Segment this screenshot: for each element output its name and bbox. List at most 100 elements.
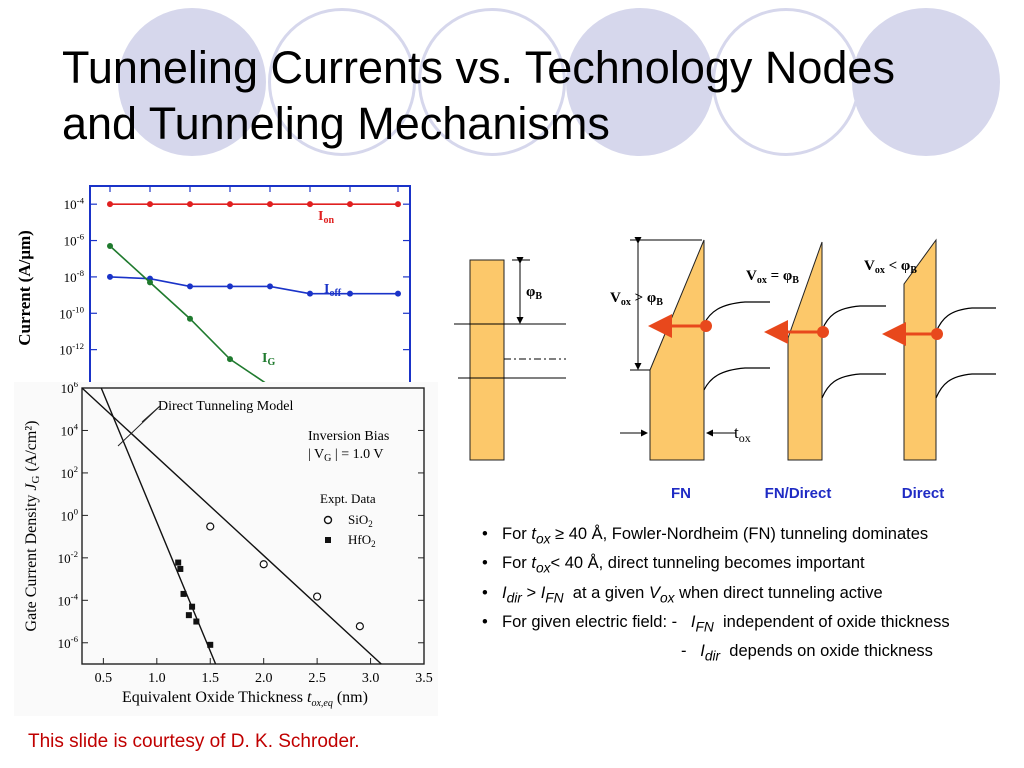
decor-ring-2 (418, 8, 566, 156)
top-chart-ylabel: Current (A/μm) (15, 230, 34, 346)
top-y-tick-label: 10-4 (64, 195, 85, 212)
phi-b-label: φB (526, 284, 542, 302)
band-diagram-direct: Vox < φB (864, 238, 996, 461)
decor-circle-2 (566, 8, 714, 156)
data-point-hfo2 (207, 641, 214, 648)
title-line-1: Tunneling Currents vs. Technology Nodes (62, 42, 895, 93)
bottom-x-tick-label: 2.0 (255, 671, 273, 686)
electron-direct (931, 328, 943, 340)
data-point-ion (147, 201, 153, 208)
data-point-sio2 (355, 622, 364, 631)
band-curve-fn-lower (703, 367, 770, 391)
oxide-block-reference (469, 259, 505, 461)
band-curve-direct-lower (935, 373, 996, 399)
band-curve-fn-upper (703, 301, 770, 325)
bullet-given-field: For given electric field: - IFN independ… (478, 610, 1018, 639)
data-point-ig (187, 315, 193, 322)
bias-annotation-2: | VG | = 1.0 V (308, 447, 383, 464)
top-chart-ticks: 10-4 10-6 10-8 10-10 10-12 (59, 186, 410, 358)
bottom-x-tick-label: 1.0 (148, 671, 166, 686)
data-point-ioff (107, 273, 113, 280)
data-point-sio2 (206, 522, 215, 531)
gate-current-density-chart: 106 104 102 100 10-2 10-4 10-6 0.5 1.0 1.5 2.0 2.5 3… (14, 382, 438, 716)
vox-label-lt: Vox < φB (864, 258, 917, 276)
bottom-y-tick-label: 10-2 (58, 549, 78, 566)
electron-fn-direct (817, 326, 829, 338)
mechanism-label-direct: Direct (902, 485, 945, 502)
data-point-ig (227, 356, 233, 363)
data-point-sio2 (313, 592, 322, 601)
vox-label-eq: Vox = φB (746, 268, 799, 286)
data-point-ion (227, 201, 233, 208)
model-annotation: Direct Tunneling Model (158, 399, 293, 414)
data-point-ion (187, 201, 193, 208)
bullet-idir-gt-ifn: Idir > IFN at a given Vox when direct tu… (478, 581, 1018, 610)
mechanism-label-fn: FN (671, 485, 691, 502)
band-diagram-reference: φB (454, 257, 566, 461)
bullet-list: For tox ≥ 40 Å, Fowler-Nordheim (FN) tun… (478, 522, 1018, 668)
legend-hfo2-label: HfO2 (348, 532, 376, 549)
top-chart-series (107, 201, 401, 389)
bullet-direct-important: For tox< 40 Å, direct tunneling becomes … (478, 551, 1018, 580)
model-line-1 (81, 387, 382, 665)
bottom-y-tick-label: 10-4 (58, 591, 79, 608)
bullet-given-field-cont: - Idir depends on oxide thickness (681, 642, 933, 664)
tox-label: tox (734, 423, 751, 445)
top-y-tick-label: 10-10 (59, 304, 84, 321)
bullet-fn-dominates: For tox ≥ 40 Å, Fowler-Nordheim (FN) tun… (478, 522, 1018, 551)
data-point-ig (107, 243, 113, 250)
data-point-ion (107, 201, 113, 208)
data-point-hfo2 (189, 603, 196, 610)
title-line-2: and Tunneling Mechanisms (62, 98, 610, 149)
legend-sio2-label: SiO2 (348, 512, 373, 529)
decor-circle-3 (852, 8, 1000, 156)
bottom-chart-frame (81, 387, 425, 665)
electron-fn (700, 320, 712, 332)
band-diagram-fn: Vox > φB tox (610, 237, 770, 461)
data-point-ion (307, 201, 313, 208)
credit-line: This slide is courtesy of D. K. Schroder… (28, 731, 360, 752)
top-y-tick-label: 10-12 (59, 341, 84, 358)
series-line-ioff (109, 276, 398, 295)
data-point-hfo2 (175, 559, 182, 566)
data-point-ioff (267, 283, 273, 290)
data-point-hfo2 (177, 565, 184, 572)
bottom-chart-series (81, 387, 382, 665)
bottom-chart-ticks: 106 104 102 100 10-2 10-4 10-6 0.5 1.0 1.5 2.0 2.5 3… (58, 382, 433, 686)
top-y-tick-label: 10-8 (64, 268, 85, 285)
bottom-x-tick-label: 3.5 (415, 671, 433, 686)
band-curve-direct-upper (935, 307, 996, 333)
bottom-x-tick-label: 0.5 (95, 671, 113, 686)
data-point-ion (347, 201, 353, 208)
decor-circle-1 (118, 8, 266, 156)
bottom-chart-background (14, 382, 438, 716)
oxide-block-fn (649, 239, 705, 461)
data-point-ioff (187, 283, 193, 290)
bottom-y-tick-label: 10-6 (58, 634, 79, 651)
model-line-2 (100, 387, 217, 665)
legend-title: Expt. Data (320, 491, 376, 506)
top-y-tick-label: 10-6 (64, 232, 85, 249)
bias-annotation-1: Inversion Bias (308, 429, 389, 444)
slide-title: Tunneling Currents vs. Technology Nodes … (62, 40, 1002, 152)
bottom-x-tick-label: 2.5 (308, 671, 326, 686)
vox-label-fn: Vox > φB (610, 290, 663, 308)
mechanism-label-fn-direct: FN/Direct (765, 485, 832, 502)
data-point-ioff (227, 283, 233, 290)
data-point-ion (267, 201, 273, 208)
data-point-ioff (307, 290, 313, 297)
oxide-block-fn-direct (787, 241, 823, 461)
data-point-sio2 (259, 560, 268, 569)
data-point-hfo2 (185, 612, 192, 619)
bottom-chart-xlabel: Equivalent Oxide Thickness tox,eq (nm) (122, 689, 368, 709)
data-point-ioff (347, 290, 353, 297)
data-point-hfo2 (193, 618, 200, 625)
bottom-y-tick-label: 100 (61, 507, 79, 524)
bottom-chart-ylabel: Gate Current Density JG (A/cm²) (23, 421, 42, 632)
data-point-ig (147, 279, 153, 286)
bottom-x-tick-label: 1.5 (202, 671, 220, 686)
bottom-y-tick-label: 102 (61, 464, 78, 481)
legend-hfo2-marker (325, 537, 331, 543)
model-pointer-2 (141, 405, 161, 423)
